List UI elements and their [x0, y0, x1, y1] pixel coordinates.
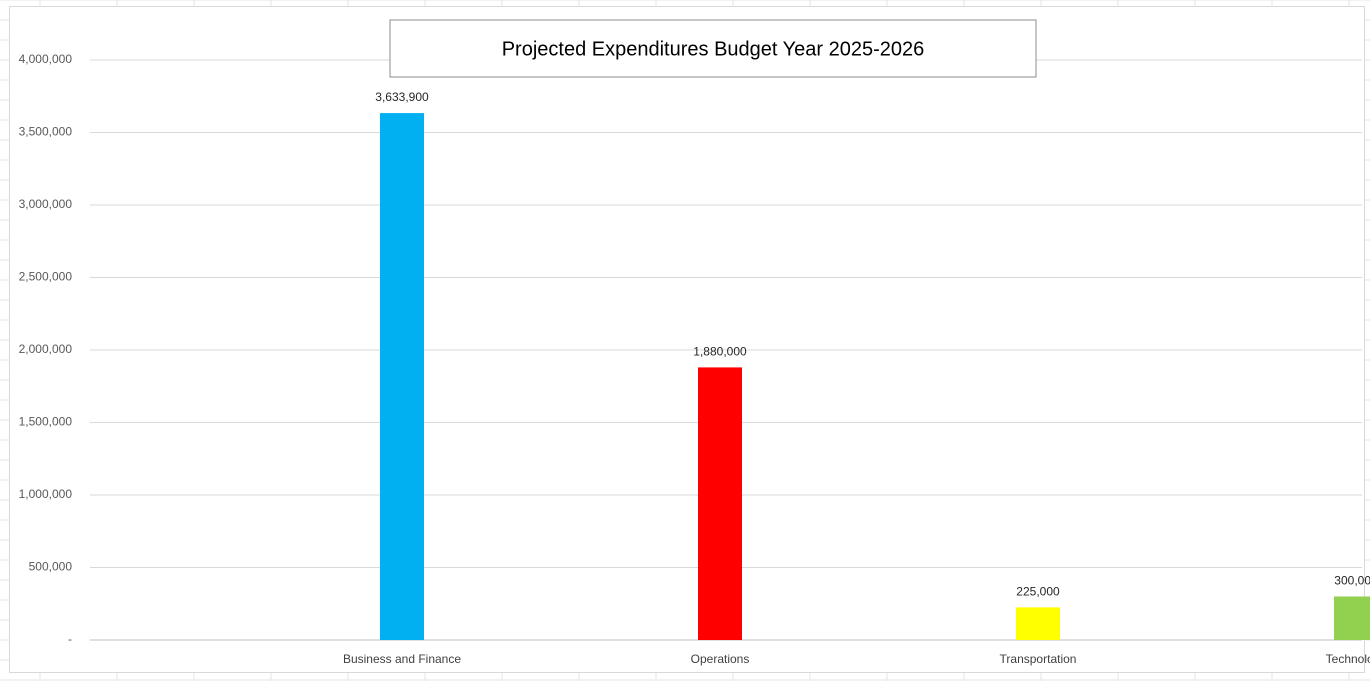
bar[interactable]	[380, 113, 424, 641]
y-tick-label: 3,500,000	[19, 125, 73, 139]
bars	[380, 113, 1370, 641]
chart-title: Projected Expenditures Budget Year 2025-…	[502, 38, 925, 60]
x-axis-categories: Business and Finance Operations Transporta…	[343, 652, 1370, 666]
data-label: 300,000	[1334, 574, 1370, 588]
y-tick-label: 500,000	[29, 560, 73, 574]
y-tick-label: 2,000,000	[19, 342, 73, 356]
category-label: Transportation	[1000, 652, 1077, 666]
y-axis-ticks: - 500,000 1,000,000 1,500,000 2,000,000 2,500…	[19, 52, 73, 646]
y-tick-label: 1,000,000	[19, 487, 73, 501]
data-label: 225,000	[1016, 584, 1060, 598]
bar[interactable]	[1334, 596, 1370, 641]
y-tick-label: -	[68, 632, 72, 646]
y-tick-label: 3,000,000	[19, 197, 73, 211]
bar[interactable]	[698, 367, 742, 640]
category-label: Operations	[691, 652, 750, 666]
y-tick-label: 4,000,000	[19, 52, 73, 66]
category-label: Business and Finance	[343, 652, 461, 666]
data-labels: 3,633,900 1,880,000 225,000 300,000	[375, 90, 1370, 598]
y-tick-label: 2,500,000	[19, 270, 73, 284]
y-tick-label: 1,500,000	[19, 415, 73, 429]
chart-area[interactable]	[9, 6, 1365, 673]
data-label: 3,633,900	[375, 90, 429, 104]
data-label: 1,880,000	[693, 344, 747, 358]
chart-title-box[interactable]: Projected Expenditures Budget Year 2025-…	[389, 19, 1037, 78]
bar[interactable]	[1016, 607, 1060, 640]
category-label: Technology	[1326, 652, 1370, 666]
